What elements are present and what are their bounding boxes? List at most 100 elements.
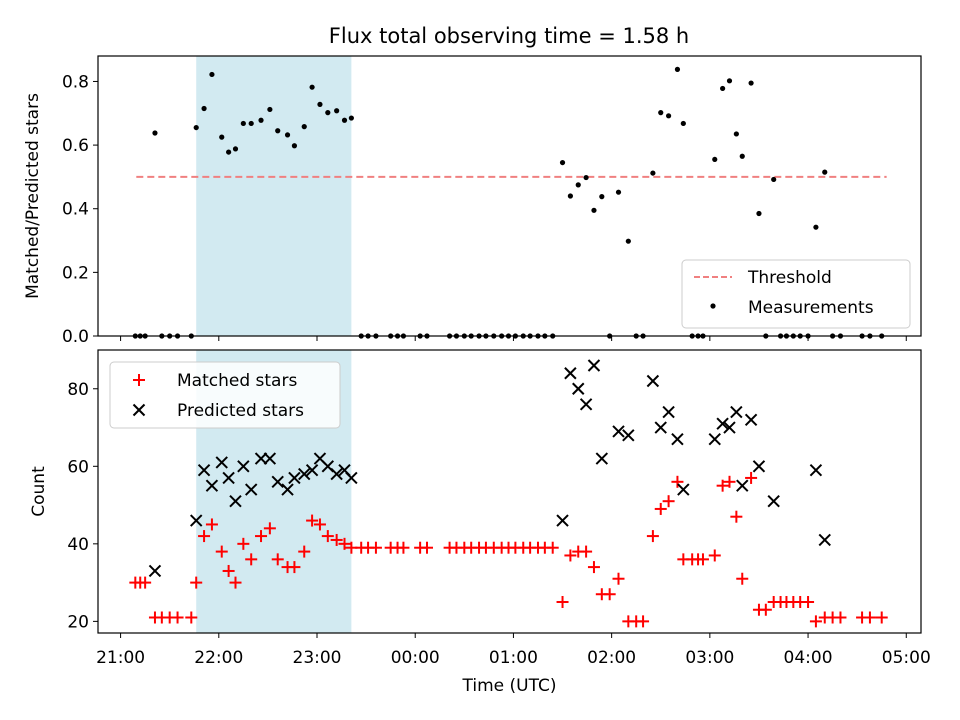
matched-star-point <box>646 530 659 543</box>
matched-star-point <box>139 576 152 589</box>
measurement-point <box>267 106 273 113</box>
measurement-point <box>275 128 281 134</box>
predicted-star-point <box>281 483 294 496</box>
predicted-star-point <box>556 514 569 527</box>
measurement-point <box>650 170 656 176</box>
matched-stars-legend-marker <box>133 374 145 386</box>
matched-star-point <box>229 576 242 589</box>
predicted-star-point <box>237 460 250 473</box>
measurement-point <box>625 238 631 244</box>
measurement-point <box>209 71 215 78</box>
matched-star-point <box>222 564 235 577</box>
predicted-star-point <box>271 475 284 489</box>
x-tick-label: 21:00 <box>96 648 145 668</box>
matched-star-point <box>716 479 729 492</box>
predicted-star-point <box>148 564 162 578</box>
predicted-star-point <box>579 398 593 411</box>
measurement-point <box>317 101 323 107</box>
measurement-point <box>575 182 581 188</box>
threshold-legend-label: Threshold <box>747 268 832 288</box>
measurement-point <box>567 193 573 199</box>
measurement-point <box>733 131 739 137</box>
measurement-point <box>712 156 718 163</box>
measurement-point <box>680 120 686 127</box>
matched-star-point <box>671 475 684 488</box>
predicted-star-point <box>708 432 721 446</box>
matched-star-point <box>546 541 559 554</box>
measurement-point <box>232 146 239 152</box>
y-tick-label: 80 <box>67 380 89 400</box>
matched-star-point <box>587 561 600 574</box>
predicted-star-point <box>671 432 684 446</box>
y-tick-label: 0.0 <box>62 327 89 347</box>
measurement-point <box>583 174 589 181</box>
matched-star-point <box>215 545 228 558</box>
predicted-star-point <box>254 452 268 465</box>
measurement-point <box>726 78 733 84</box>
shaded-observing-window <box>196 56 352 336</box>
y-tick-label: 40 <box>67 535 89 555</box>
matched-star-point <box>245 553 258 566</box>
matched-star-point <box>802 595 815 608</box>
time-x-ticks: 21:00 22:00 23:00 00:00 01:00 02:00 03:00 04:00… <box>96 633 931 668</box>
matched-star-point <box>369 541 382 554</box>
measurement-point <box>771 176 777 183</box>
matched-star-point <box>397 541 410 554</box>
predicted-star-point <box>622 429 635 442</box>
ratio-y-ticks: 0.0 0.2 0.4 0.6 0.8 <box>62 72 907 347</box>
x-tick-label: 01:00 <box>489 648 538 668</box>
predicted-star-point <box>305 463 319 477</box>
predicted-star-point <box>345 471 358 485</box>
predicted-star-point <box>572 382 585 395</box>
predicted-star-point <box>298 467 311 481</box>
measurement-point <box>813 224 819 230</box>
predicted-star-point <box>587 359 601 372</box>
matched-star-point <box>654 502 667 515</box>
measurement-point <box>248 120 254 127</box>
matched-stars-legend-label: Matched stars <box>177 371 297 391</box>
matched-star-point <box>321 530 334 543</box>
matched-star-point <box>730 510 743 523</box>
measurement-point <box>591 207 597 213</box>
predicted-star-point <box>752 460 766 473</box>
x-axis-label: Time (UTC) <box>462 676 557 696</box>
predicted-star-point <box>646 374 660 388</box>
predicted-star-point <box>654 421 667 434</box>
matched-star-point <box>809 615 822 628</box>
measurement-point <box>615 189 622 195</box>
measurement-point <box>258 117 264 123</box>
matched-star-point <box>612 572 625 585</box>
x-tick-label: 02:00 <box>587 648 636 668</box>
predicted-star-point <box>595 452 609 465</box>
y-tick-label: 60 <box>67 457 89 477</box>
matched-star-point <box>255 530 268 543</box>
measurement-point <box>822 169 828 175</box>
measurement-point <box>201 105 207 112</box>
matched-star-point <box>198 530 211 543</box>
predicted-star-point <box>809 463 823 477</box>
measurement-point <box>219 134 225 140</box>
chart-title: Flux total observing time = 1.58 h <box>329 24 689 48</box>
measurement-point <box>666 113 672 119</box>
measurement-point <box>599 194 605 200</box>
matched-star-point <box>637 615 650 628</box>
x-tick-label: 22:00 <box>194 648 243 668</box>
count-y-axis-label: Count <box>29 466 49 517</box>
predicted-star-point <box>818 533 831 547</box>
predicted-star-point <box>205 479 219 492</box>
measurement-point <box>674 66 681 72</box>
y-tick-label: 0.6 <box>62 136 89 156</box>
predicted-star-point <box>197 463 211 477</box>
measurement-point <box>152 130 158 136</box>
ratio-panel: 0.00.20.40.60.8 Matched/Predicted stars … <box>23 55 922 347</box>
ratio-plot-frame <box>97 55 922 337</box>
count-legend-box <box>109 361 341 429</box>
count-plot-frame <box>97 349 922 634</box>
measurement-point <box>720 85 726 92</box>
predicted-star-point <box>564 367 577 380</box>
measurements-legend-label: Measurements <box>748 298 874 318</box>
matched-star-point <box>298 545 311 558</box>
matched-star-point <box>288 561 301 574</box>
y-tick-label: 0.8 <box>62 72 89 92</box>
